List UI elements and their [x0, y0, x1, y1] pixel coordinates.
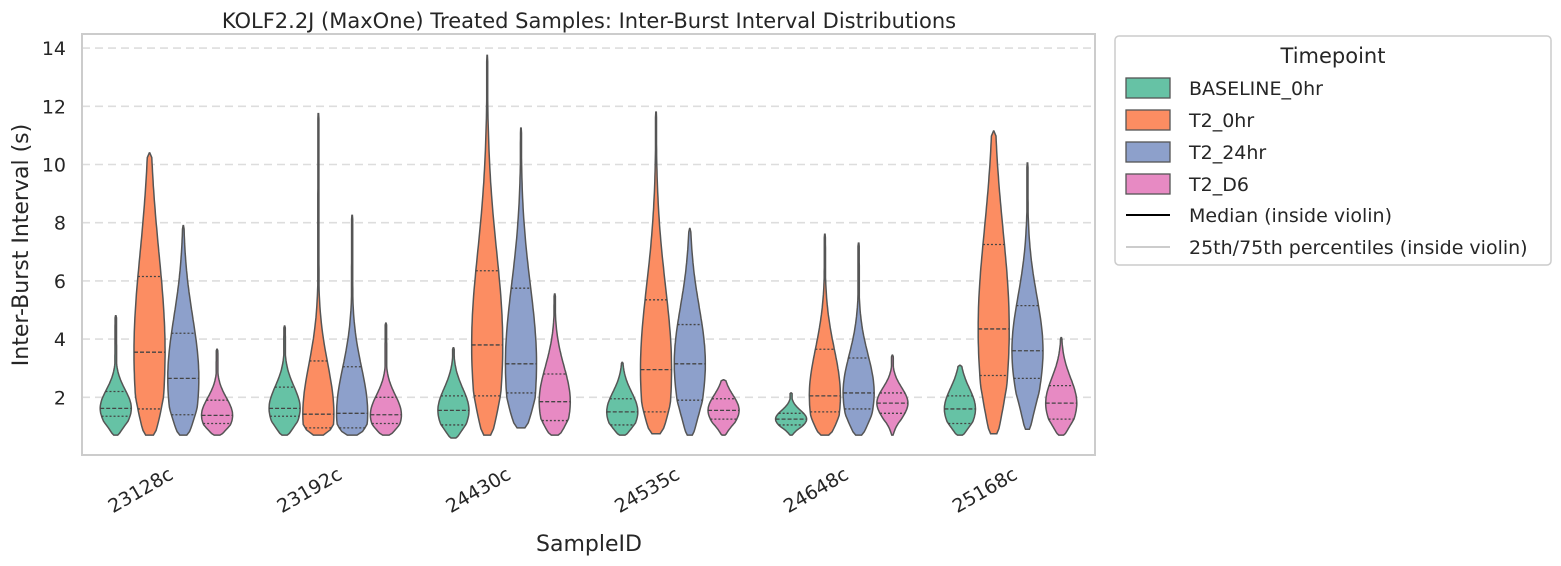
- legend-swatch-T2_0hr: [1125, 109, 1171, 131]
- violin-T2_0hr-24535c: [639, 111, 673, 435]
- violin-body: [302, 112, 335, 436]
- y-tick-label: 10: [42, 155, 66, 177]
- x-tick-label: 24648c: [780, 463, 852, 517]
- y-tick-label: 8: [54, 213, 66, 235]
- violin-body: [842, 242, 875, 436]
- violin-T2_0hr-23192c: [302, 112, 335, 436]
- violin-body: [943, 364, 977, 436]
- legend-swatch-T2_24hr: [1125, 141, 1171, 163]
- x-tick-label: 25168c: [949, 463, 1021, 517]
- violin-BASELINE_0hr-25168c: [943, 364, 977, 436]
- violin-body: [167, 224, 200, 436]
- violin-body: [1011, 162, 1044, 431]
- y-tick-label: 14: [42, 38, 66, 60]
- violin-body: [707, 379, 740, 436]
- violin-T2_0hr-24648c: [808, 233, 842, 436]
- violin-T2_0hr-25168c: [977, 130, 1010, 435]
- violin-BASELINE_0hr-24648c: [774, 392, 808, 436]
- legend-label: T2_24hr: [1188, 142, 1266, 164]
- violin-T2_24hr-24430c: [504, 127, 538, 429]
- violin-body: [977, 130, 1010, 435]
- violin-T2_D6-23192c: [369, 322, 403, 436]
- legend-label: Median (inside violin): [1189, 205, 1392, 227]
- violin-T2_24hr-23192c: [335, 214, 369, 436]
- y-tick-label: 12: [42, 96, 66, 118]
- x-tick-label: 24430c: [442, 463, 514, 517]
- y-axis-ticks: 2 4 6 8 10 12 14: [42, 38, 66, 409]
- violin-body: [774, 392, 808, 436]
- y-tick-label: 6: [54, 271, 66, 293]
- legend-swatch-T2_D6: [1125, 173, 1171, 195]
- violin-body: [133, 152, 166, 436]
- violin-T2_D6-24430c: [538, 293, 572, 436]
- legend-swatch-BASELINE_0hr: [1125, 77, 1171, 99]
- violin-T2_D6-24648c: [876, 354, 909, 436]
- x-axis-label: SampleID: [536, 532, 642, 557]
- y-axis-label: Inter-Burst Interval (s): [9, 124, 34, 366]
- plot-frame: [81, 33, 1096, 456]
- chart-title: KOLF2.2J (MaxOne) Treated Samples: Inter…: [222, 9, 956, 33]
- legend-label: T2_0hr: [1188, 110, 1254, 132]
- violin-body: [1044, 336, 1078, 436]
- grid-lines: [82, 47, 1095, 399]
- legend-label: 25th/75th percentiles (inside violin): [1189, 237, 1528, 259]
- violin-T2_24hr-24535c: [673, 227, 707, 436]
- violin-body: [639, 111, 673, 435]
- y-tick-label: 2: [54, 387, 66, 409]
- violin-T2_D6-23128c: [200, 348, 234, 436]
- violin-body: [538, 293, 572, 436]
- y-tick-label: 4: [54, 329, 66, 351]
- violin-T2_0hr-24430c: [470, 54, 504, 436]
- violin-T2_0hr-23128c: [133, 152, 166, 436]
- legend-label: T2_D6: [1188, 174, 1249, 196]
- violin-BASELINE_0hr-23192c: [268, 325, 301, 436]
- legend-items: BASELINE_0hr T2_0hr T2_24hr T2_D6 Median (in…: [1125, 77, 1528, 259]
- legend: Timepoint BASELINE_0hr T2_0hr T2_24hr T2_D6…: [1114, 35, 1552, 266]
- violin-body: [876, 354, 909, 436]
- violin-body: [268, 325, 301, 436]
- violin-body: [335, 214, 369, 436]
- violin-BASELINE_0hr-23128c: [99, 315, 133, 436]
- violin-body: [437, 347, 470, 439]
- violin-T2_D6-24535c: [707, 379, 740, 436]
- violin-BASELINE_0hr-24430c: [437, 347, 470, 439]
- legend-title: Timepoint: [1280, 44, 1386, 68]
- x-tick-label: 24535c: [611, 463, 683, 517]
- violin-plot-area: [99, 54, 1078, 439]
- x-axis-ticks: 23128c 23192c 24430c 24535c 24648c 25168c: [105, 463, 1022, 517]
- violin-body: [504, 127, 538, 429]
- x-tick-label: 23192c: [273, 463, 345, 517]
- violin-BASELINE_0hr-24535c: [605, 361, 639, 436]
- legend-label: BASELINE_0hr: [1189, 78, 1323, 100]
- violin-body: [200, 348, 234, 436]
- violin-body: [808, 233, 842, 436]
- violin-T2_24hr-23128c: [167, 224, 200, 436]
- violin-body: [470, 54, 504, 436]
- violin-body: [99, 315, 133, 436]
- violin-body: [673, 227, 707, 436]
- violin-T2_24hr-24648c: [842, 242, 875, 436]
- legend-frame: [1114, 35, 1552, 266]
- violin-T2_D6-25168c: [1044, 336, 1078, 436]
- violin-T2_24hr-25168c: [1011, 162, 1044, 431]
- x-tick-label: 23128c: [105, 463, 177, 517]
